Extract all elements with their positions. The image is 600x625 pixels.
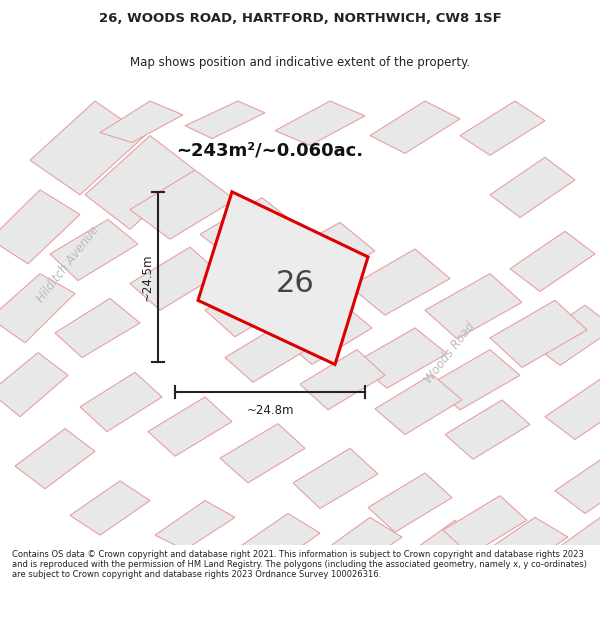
Polygon shape — [200, 198, 300, 264]
Polygon shape — [318, 518, 402, 572]
Polygon shape — [490, 158, 575, 218]
Polygon shape — [490, 301, 587, 368]
Polygon shape — [225, 323, 310, 382]
Polygon shape — [0, 190, 80, 264]
Text: 26: 26 — [276, 269, 314, 298]
Text: Hilditch Avenue: Hilditch Avenue — [34, 223, 102, 304]
Polygon shape — [545, 379, 600, 439]
Polygon shape — [460, 101, 545, 155]
Polygon shape — [425, 274, 522, 339]
Text: 26, WOODS ROAD, HARTFORD, NORTHWICH, CW8 1SF: 26, WOODS ROAD, HARTFORD, NORTHWICH, CW8… — [98, 12, 502, 26]
Polygon shape — [235, 513, 320, 569]
Polygon shape — [155, 501, 235, 550]
Polygon shape — [55, 298, 140, 358]
Text: ~24.8m: ~24.8m — [246, 404, 294, 417]
Polygon shape — [375, 374, 462, 434]
Polygon shape — [130, 170, 235, 239]
Polygon shape — [443, 496, 527, 555]
Polygon shape — [350, 249, 450, 315]
Polygon shape — [430, 349, 520, 410]
Text: Woods Road: Woods Road — [422, 319, 478, 386]
Polygon shape — [220, 424, 305, 483]
Polygon shape — [0, 352, 68, 417]
Polygon shape — [50, 219, 138, 281]
Polygon shape — [130, 247, 220, 310]
Polygon shape — [198, 192, 368, 364]
Polygon shape — [530, 305, 600, 366]
Polygon shape — [85, 136, 195, 229]
Polygon shape — [555, 511, 600, 569]
Polygon shape — [15, 429, 95, 489]
Polygon shape — [400, 521, 485, 579]
Polygon shape — [280, 301, 372, 364]
Polygon shape — [480, 518, 568, 574]
Polygon shape — [293, 448, 378, 509]
Polygon shape — [70, 481, 150, 535]
Text: Contains OS data © Crown copyright and database right 2021. This information is : Contains OS data © Crown copyright and d… — [12, 549, 587, 579]
Polygon shape — [300, 349, 385, 410]
Polygon shape — [30, 101, 145, 195]
Polygon shape — [510, 231, 595, 291]
Polygon shape — [368, 473, 452, 532]
Text: ~24.5m: ~24.5m — [141, 253, 154, 301]
Text: ~243m²/~0.060ac.: ~243m²/~0.060ac. — [176, 141, 364, 159]
Polygon shape — [275, 101, 365, 146]
Polygon shape — [555, 453, 600, 513]
Polygon shape — [100, 101, 183, 142]
Polygon shape — [355, 328, 447, 388]
Polygon shape — [80, 372, 162, 431]
Polygon shape — [185, 101, 265, 139]
Polygon shape — [445, 400, 530, 459]
Polygon shape — [205, 274, 295, 337]
Polygon shape — [148, 397, 232, 456]
Polygon shape — [275, 222, 375, 288]
Text: Map shows position and indicative extent of the property.: Map shows position and indicative extent… — [130, 56, 470, 69]
Polygon shape — [0, 274, 75, 342]
Polygon shape — [370, 101, 460, 153]
